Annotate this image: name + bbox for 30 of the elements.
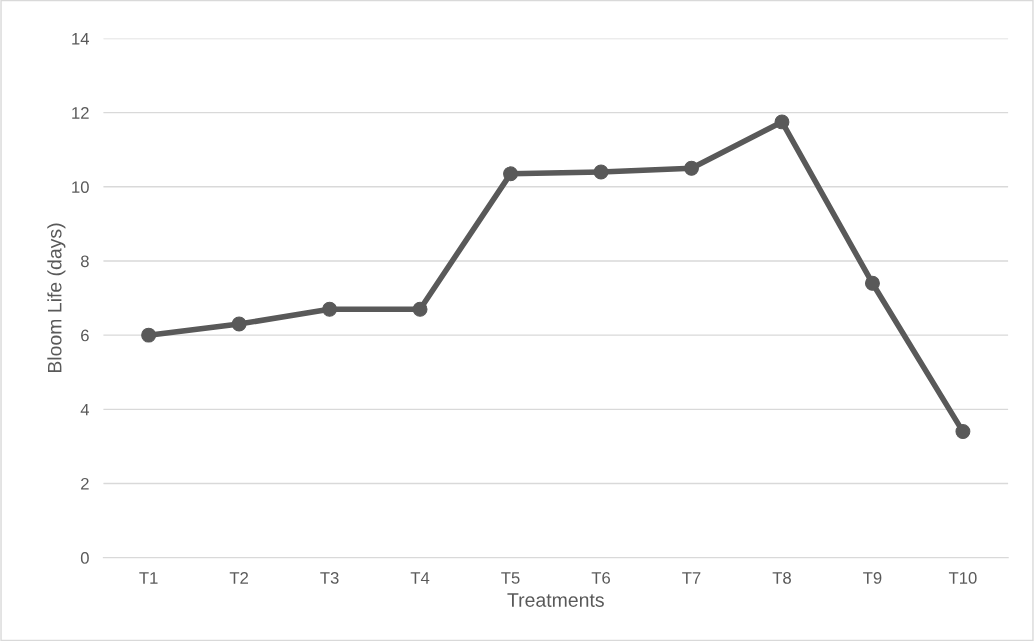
x-axis-title: Treatments (507, 593, 604, 607)
point (774, 114, 790, 130)
point (503, 166, 518, 182)
point (141, 327, 157, 343)
point (864, 275, 880, 291)
x-tick-label: T6 (591, 572, 611, 584)
point (412, 301, 428, 317)
y-tick-label: 14 (72, 33, 90, 45)
y-tick-label: 8 (80, 255, 89, 268)
x-tick-label: T1 (139, 572, 158, 584)
x-tick-label: T10 (948, 572, 977, 584)
x-tick-label: T5 (501, 572, 520, 584)
x-tick-label: T3 (320, 572, 339, 584)
x-tick-label: T7 (682, 572, 701, 584)
y-tick-label: 2 (81, 477, 89, 490)
x-tick-label: T9 (863, 572, 882, 584)
y-axis-title: Bloom Life (days) (47, 223, 66, 373)
point (593, 164, 609, 180)
y-tick-label: 0 (80, 552, 89, 564)
point (955, 424, 971, 440)
y-tick-label: 12 (72, 107, 89, 119)
y-tick-label: 6 (81, 329, 89, 342)
x-tick-label: T2 (229, 572, 248, 584)
y-tick-label: 10 (72, 181, 89, 194)
x-tick-label: T8 (772, 572, 791, 584)
point (322, 301, 338, 317)
point (231, 316, 247, 332)
point (684, 160, 699, 176)
x-tick-label: T4 (410, 572, 430, 584)
y-tick-label: 4 (80, 403, 90, 416)
